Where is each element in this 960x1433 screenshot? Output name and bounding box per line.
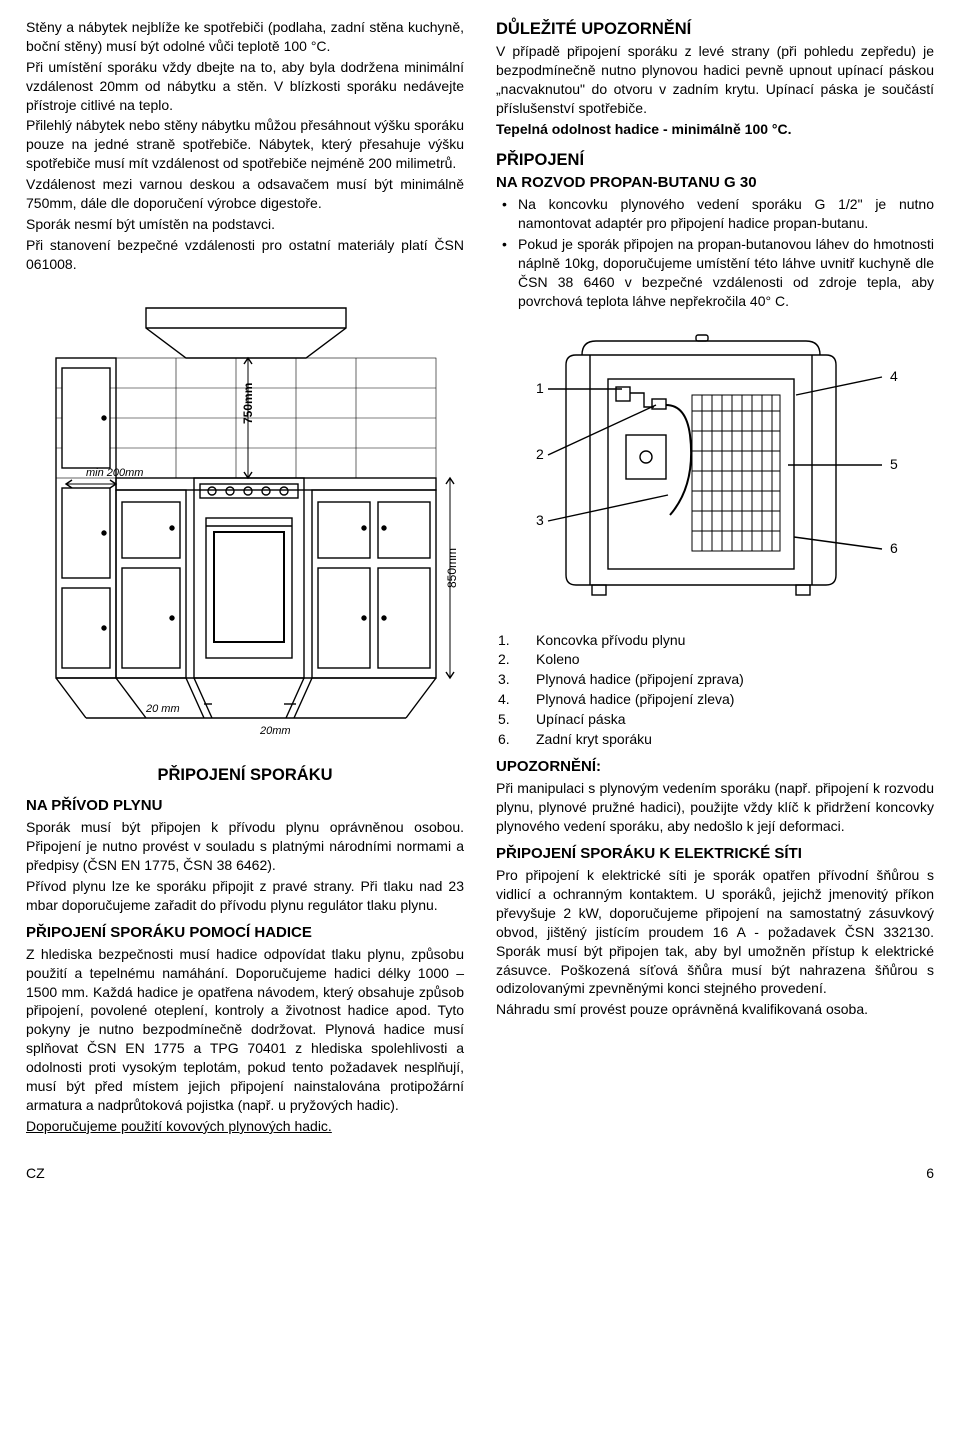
intro-paragraph-6: Při stanovení bezpečné vzdálenosti pro o… — [26, 236, 464, 274]
propane-bullet-2: Pokud je sporák připojen na propan-butan… — [496, 235, 934, 311]
heading-important-notice: DŮLEŽITÉ UPOZORNĚNÍ — [496, 18, 934, 40]
callout-6: 6 — [890, 540, 898, 556]
callout-4: 4 — [890, 368, 898, 384]
propane-bullet-list: Na koncovku plynového vedení sporáku G 1… — [496, 195, 934, 310]
heading-electrical-connection: PŘIPOJENÍ SPORÁKU K ELEKTRICKÉ SÍTI — [496, 844, 934, 864]
diagram-legend: 1.Koncovka přívodu plynu 2.Koleno 3.Plyn… — [496, 631, 934, 749]
important-paragraph-1: V případě připojení sporáku z levé stran… — [496, 42, 934, 118]
heading-warning: UPOZORNĚNÍ: — [496, 757, 934, 777]
hose-recommendation: Doporučujeme použití kovových plynových … — [26, 1117, 464, 1136]
footer-lang: CZ — [26, 1164, 45, 1183]
label-750mm: 750mm — [241, 382, 255, 423]
gas-paragraph-2: Přívod plynu lze ke sporáku připojit z p… — [26, 877, 464, 915]
label-min200: min 200mm — [86, 467, 143, 479]
important-paragraph-2: Tepelná odolnost hadice - minimálně 100 … — [496, 120, 934, 139]
legend-item-4: 4.Plynová hadice (připojení zleva) — [496, 690, 934, 709]
warning-paragraph: Při manipulaci s plynovým vedením sporák… — [496, 779, 934, 836]
legend-item-5: 5.Upínací páska — [496, 710, 934, 729]
propane-bullet-1: Na koncovku plynového vedení sporáku G 1… — [496, 195, 934, 233]
intro-paragraph-1: Stěny a nábytek nejblíže ke spotřebiči (… — [26, 18, 464, 56]
heading-gas-supply: NA PŘÍVOD PLYNU — [26, 796, 464, 816]
hose-paragraph-1: Z hlediska bezpečnosti musí hadice odpov… — [26, 945, 464, 1115]
callout-3: 3 — [536, 512, 544, 528]
gas-paragraph-1: Sporák musí být připojen k přívodu plynu… — [26, 818, 464, 875]
legend-item-3: 3.Plynová hadice (připojení zprava) — [496, 670, 934, 689]
heading-propane-butane: NA ROZVOD PROPAN-BUTANU G 30 — [496, 173, 934, 193]
electrical-paragraph-1: Pro připojení k elektrické síti je sporá… — [496, 866, 934, 998]
label-850mm: 850mm — [445, 548, 459, 588]
intro-paragraph-5: Sporák nesmí být umístěn na podstavci. — [26, 215, 464, 234]
label-20mm-a: 20 mm — [145, 703, 180, 715]
legend-item-2: 2.Koleno — [496, 650, 934, 669]
intro-paragraph-2: Při umístění sporáku vždy dbejte na to, … — [26, 58, 464, 115]
electrical-paragraph-2: Náhradu smí provést pouze oprávněná kval… — [496, 1000, 934, 1019]
legend-item-6: 6.Zadní kryt sporáku — [496, 730, 934, 749]
label-20mm-b: 20mm — [259, 725, 291, 737]
rear-panel-diagram: 1 2 3 4 5 6 — [496, 325, 934, 615]
intro-paragraph-4: Vzdálenost mezi varnou deskou a odsavače… — [26, 175, 464, 213]
section-connect-stove: PŘIPOJENÍ SPORÁKU — [26, 764, 464, 786]
callout-1: 1 — [536, 380, 544, 396]
heading-hose-connection: PŘIPOJENÍ SPORÁKU POMOCÍ HADICE — [26, 923, 464, 943]
heading-connection: PŘIPOJENÍ — [496, 149, 934, 171]
legend-item-1: 1.Koncovka přívodu plynu — [496, 631, 934, 650]
page-footer: CZ 6 — [26, 1164, 934, 1183]
right-column: DŮLEŽITÉ UPOZORNĚNÍ V případě připojení … — [496, 18, 934, 1138]
callout-2: 2 — [536, 446, 544, 462]
callout-5: 5 — [890, 456, 898, 472]
intro-paragraph-3: Přilehlý nábytek nebo stěny nábytku můžo… — [26, 116, 464, 173]
left-column: Stěny a nábytek nejblíže ke spotřebiči (… — [26, 18, 464, 1138]
kitchen-clearance-diagram: min 200mm 750mm 850mm 20 mm 20mm — [26, 288, 464, 748]
footer-page-number: 6 — [926, 1164, 934, 1183]
